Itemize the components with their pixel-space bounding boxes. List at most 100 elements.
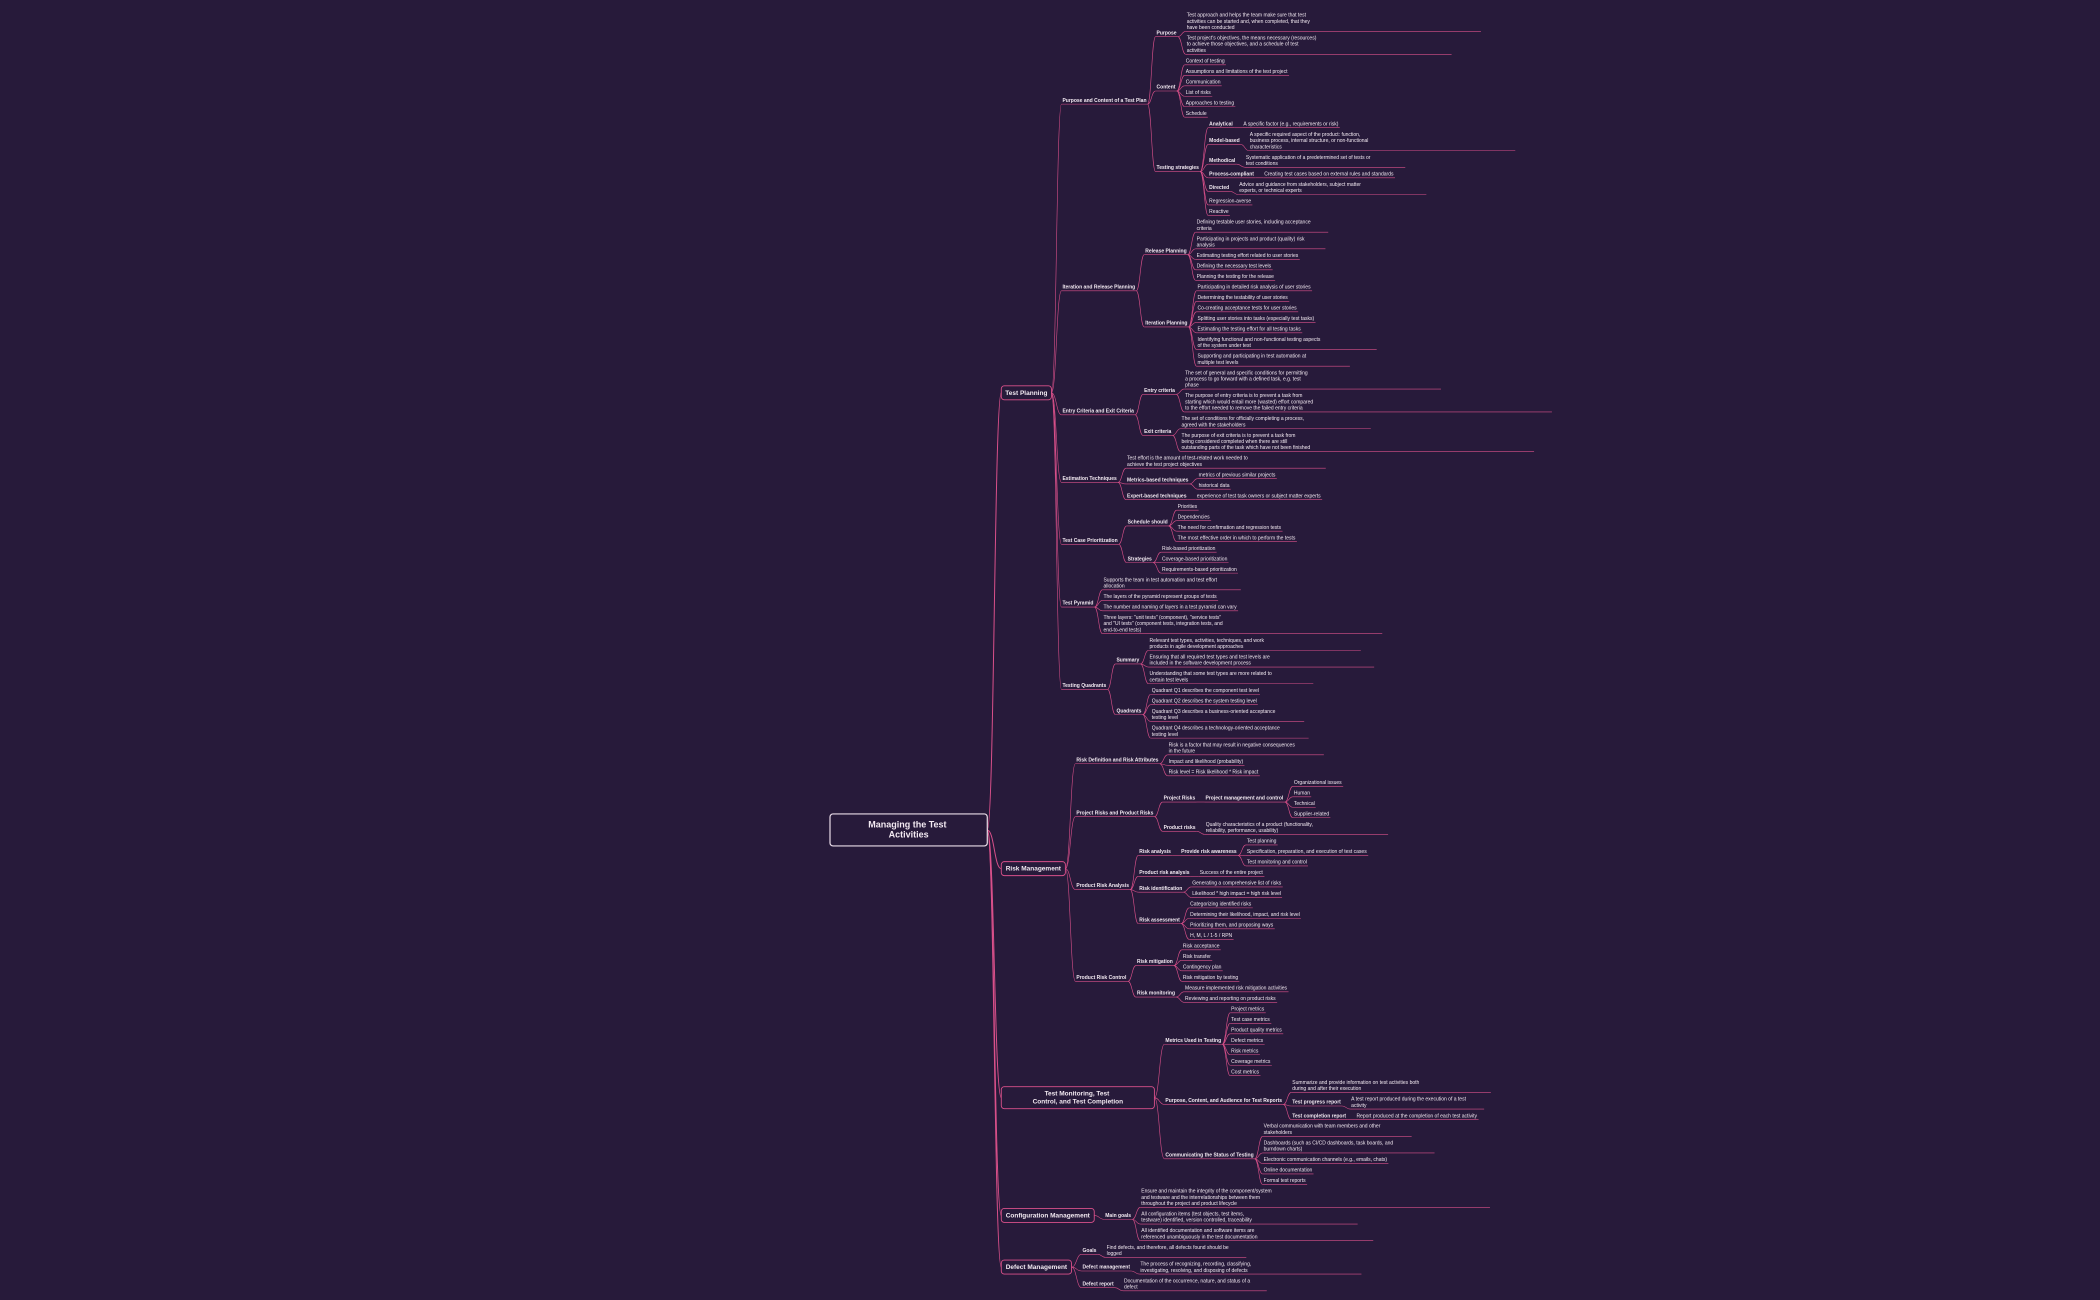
text-line: criteria [1197,226,1212,232]
connector [1187,231,1196,255]
topic: Defect report [1083,1281,1114,1287]
connector [1094,606,1103,634]
connector [1129,889,1139,924]
text-line: Assumptions and limitations of the test … [1186,69,1288,75]
connector [1200,163,1209,172]
leaf-topic: Project metrics [1231,1006,1265,1012]
text-line: activity [1351,1103,1367,1109]
leaf-topic: Human [1294,790,1310,796]
text-line: Three layers: "unit tests" (component), … [1103,615,1222,621]
leaf-topic: All identified documentation and softwar… [1141,1228,1257,1240]
connector [1132,1207,1141,1220]
leaf-topic: Online documentation [1264,1168,1313,1174]
text-line: Test progress report [1292,1100,1341,1106]
text-line: Test case metrics [1231,1017,1270,1023]
leaf-topic: Schedule [1186,111,1207,117]
leaf-topic: Test case metrics [1231,1017,1270,1023]
text-line: Identifying functional and non-functiona… [1197,337,1321,343]
connector [1237,844,1247,856]
leaf-topic: Co-creating acceptance tests for user st… [1197,305,1297,311]
text-line: Dashboards (such as CI/CD dashboards, ta… [1264,1140,1395,1146]
text-line: in the future [1169,748,1196,754]
leaf-topic: Report produced at the completion of eac… [1356,1113,1477,1119]
leaf-topic: Determining the testability of user stor… [1197,295,1288,301]
connector [1132,1219,1141,1242]
leaf-topic: Formal test reports [1264,1178,1306,1184]
text-line: Participating in detailed risk analysis … [1197,284,1311,290]
connector [1127,965,1137,982]
leaf-topic: Ensure and maintain the integrity of the… [1141,1189,1273,1207]
text-line: Creating test cases based on external ru… [1264,171,1394,177]
text-line: Dependencies [1178,514,1210,520]
connector [1094,1215,1105,1220]
text-line: Impact and likelihood (probability) [1169,759,1244,765]
connector [1065,868,1076,982]
text-line: Priorities [1178,504,1198,510]
leaf-topic: Context of testing [1186,58,1225,64]
text-line: being considered completed when there ar… [1182,439,1289,445]
connector [1154,1097,1165,1160]
text-line: Iteration Planning [1145,321,1187,327]
text-line: Metrics-based techniques [1127,478,1189,484]
text-line: Iteration and Release Planning [1062,284,1135,290]
leaf-topic: Risk acceptance [1183,943,1220,949]
topic: Schedule should [1128,520,1168,526]
leaf-topic: Regression-averse [1209,199,1251,205]
leaf-topic: Cost metrics [1231,1069,1259,1075]
leaf-topic: Understanding that some test types are m… [1149,671,1273,683]
connector [1284,785,1294,803]
connector [1107,663,1116,690]
leaf-topic: Defining the necessary test levels [1197,263,1272,269]
text-line: Test Pyramid [1062,601,1093,607]
text-line: Testing strategies [1157,165,1200,171]
text-line: Verbal communication with team members a… [1264,1124,1382,1130]
topic: Metrics Used in Testing [1165,1038,1221,1044]
text-line: and "UI tests" (component tests, integra… [1103,621,1224,627]
text-line: Control, and Test Completion [1033,1099,1124,1106]
topic: Summary [1116,658,1139,664]
connector [1051,103,1062,394]
topic: Goals [1083,1248,1097,1254]
text-line: Product Risk Control [1076,975,1127,981]
leaf-topic: Communication [1186,79,1221,85]
connector [1134,414,1144,436]
text-line: Communication [1186,79,1221,85]
connector [1147,36,1156,105]
topic: Risk Definition and Risk Attributes [1076,757,1158,763]
connector [1071,1254,1082,1268]
topic: Communicating the Status of Testing [1165,1152,1253,1158]
leaf-topic: Quadrant Q2 describes the system testing… [1152,698,1257,704]
connector [1135,254,1145,292]
text-line: Quadrant Q4 describes a technology-orien… [1152,726,1282,732]
text-line: experience of test task owners or subjec… [1197,493,1321,499]
connector [1129,855,1139,890]
topic: Entry Criteria and Exit Criteria [1062,409,1134,415]
leaf-topic: Test monitoring and control [1247,860,1307,866]
leaf-topic: Defining testable user stories, includin… [1197,220,1312,232]
text-line: Test Case Prioritization [1062,538,1117,544]
text-line: agreed with the stakeholders [1182,422,1246,428]
text-line: Configuration Management [1006,1212,1091,1219]
topic-box [1000,1086,1155,1110]
text-line: Release Planning [1145,248,1186,254]
connector [987,829,1002,870]
connector [1199,144,1209,172]
text-line: products in agile development approaches [1149,644,1243,650]
text-line: Risk identification [1139,886,1182,892]
text-line: Planning the testing for the release [1197,274,1274,280]
leaf-topic: Priorities [1178,504,1198,510]
leaf-topic: Supports the team in test automation and… [1103,577,1218,589]
text-line: Product Risk Analysis [1076,883,1129,889]
text-line: referenced unambiguously in the test doc… [1141,1234,1257,1240]
text-line: Supports the team in test automation and… [1103,577,1218,583]
text-line: Exit criteria [1144,429,1171,435]
text-line: allocation [1103,583,1124,589]
text-line: The number and naming of layers in a tes… [1103,604,1237,610]
text-line: burndown charts) [1264,1147,1303,1153]
leaf-topic: H, M, L / 1-5 / RPN [1190,933,1232,939]
leaf-topic: Contingency plan [1183,964,1222,970]
text-line: Product risks [1164,825,1196,831]
leaf-topic: The purpose of exit criteria is to preve… [1182,433,1311,451]
text-line: Defining testable user stories, includin… [1197,220,1312,226]
